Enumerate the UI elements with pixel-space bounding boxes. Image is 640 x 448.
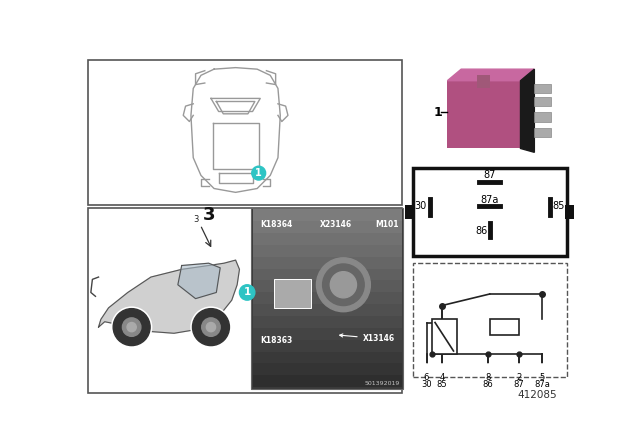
Text: 1: 1 [433,106,442,119]
Bar [253,245,402,257]
Text: 86: 86 [475,226,488,236]
Circle shape [538,364,546,372]
Text: X23146: X23146 [320,220,353,229]
Bar [253,257,402,269]
Text: 85: 85 [553,201,565,211]
Circle shape [122,318,141,336]
Circle shape [206,323,216,332]
Text: 1: 1 [255,168,262,178]
Text: 87a: 87a [481,195,499,205]
Bar [253,328,402,340]
Text: 30: 30 [421,380,432,389]
Text: 4: 4 [439,374,445,383]
Bar [253,352,402,363]
Bar [565,205,575,219]
Bar [253,292,402,304]
Bar [413,168,566,256]
Bar [88,60,402,205]
Bar [88,208,402,392]
Text: 5: 5 [540,374,545,383]
Bar [413,263,566,377]
Bar [534,84,551,93]
Text: X13146: X13146 [340,334,395,343]
Bar [253,233,402,245]
Circle shape [330,271,356,298]
Text: 1: 1 [244,288,251,297]
Text: 412085: 412085 [518,390,557,400]
Bar [534,112,551,121]
Bar [432,319,456,354]
Bar [253,375,402,387]
Circle shape [323,264,364,306]
Text: M101: M101 [376,220,399,229]
Polygon shape [447,69,534,81]
Polygon shape [178,263,220,299]
Circle shape [113,309,150,345]
Bar [253,280,402,292]
Bar [534,128,551,137]
Text: 3: 3 [193,215,198,224]
Text: 86: 86 [483,380,493,389]
Polygon shape [99,260,239,333]
Circle shape [422,364,431,372]
Bar [490,319,519,335]
Circle shape [252,166,266,180]
Circle shape [515,364,523,372]
Text: 2: 2 [516,374,522,383]
Bar [253,304,402,316]
Bar [251,208,403,389]
Circle shape [316,258,371,312]
Bar [534,97,551,106]
Circle shape [127,323,136,332]
Bar [253,221,402,233]
Circle shape [239,285,255,300]
Text: 87: 87 [483,170,496,181]
Text: 87a: 87a [534,380,550,389]
Bar [253,316,402,328]
Bar [405,205,414,219]
Bar [253,269,402,280]
Bar [274,279,311,308]
Circle shape [189,213,202,225]
Text: 85: 85 [436,380,447,389]
Circle shape [191,307,231,347]
Text: 6: 6 [424,374,429,383]
Bar [253,340,402,352]
Text: K18363: K18363 [260,336,292,345]
Text: 8: 8 [486,374,491,383]
Text: 3: 3 [202,207,215,224]
Circle shape [484,364,492,372]
Circle shape [438,364,446,372]
Bar [447,81,520,148]
Polygon shape [520,69,534,152]
Text: 87: 87 [513,380,524,389]
Text: 501392019: 501392019 [364,381,399,386]
Circle shape [202,318,220,336]
Text: K18364: K18364 [260,220,292,229]
Circle shape [193,309,230,345]
Bar [253,209,402,221]
Text: 30: 30 [414,201,427,211]
Bar [477,74,490,88]
Bar [253,363,402,375]
Circle shape [111,307,152,347]
